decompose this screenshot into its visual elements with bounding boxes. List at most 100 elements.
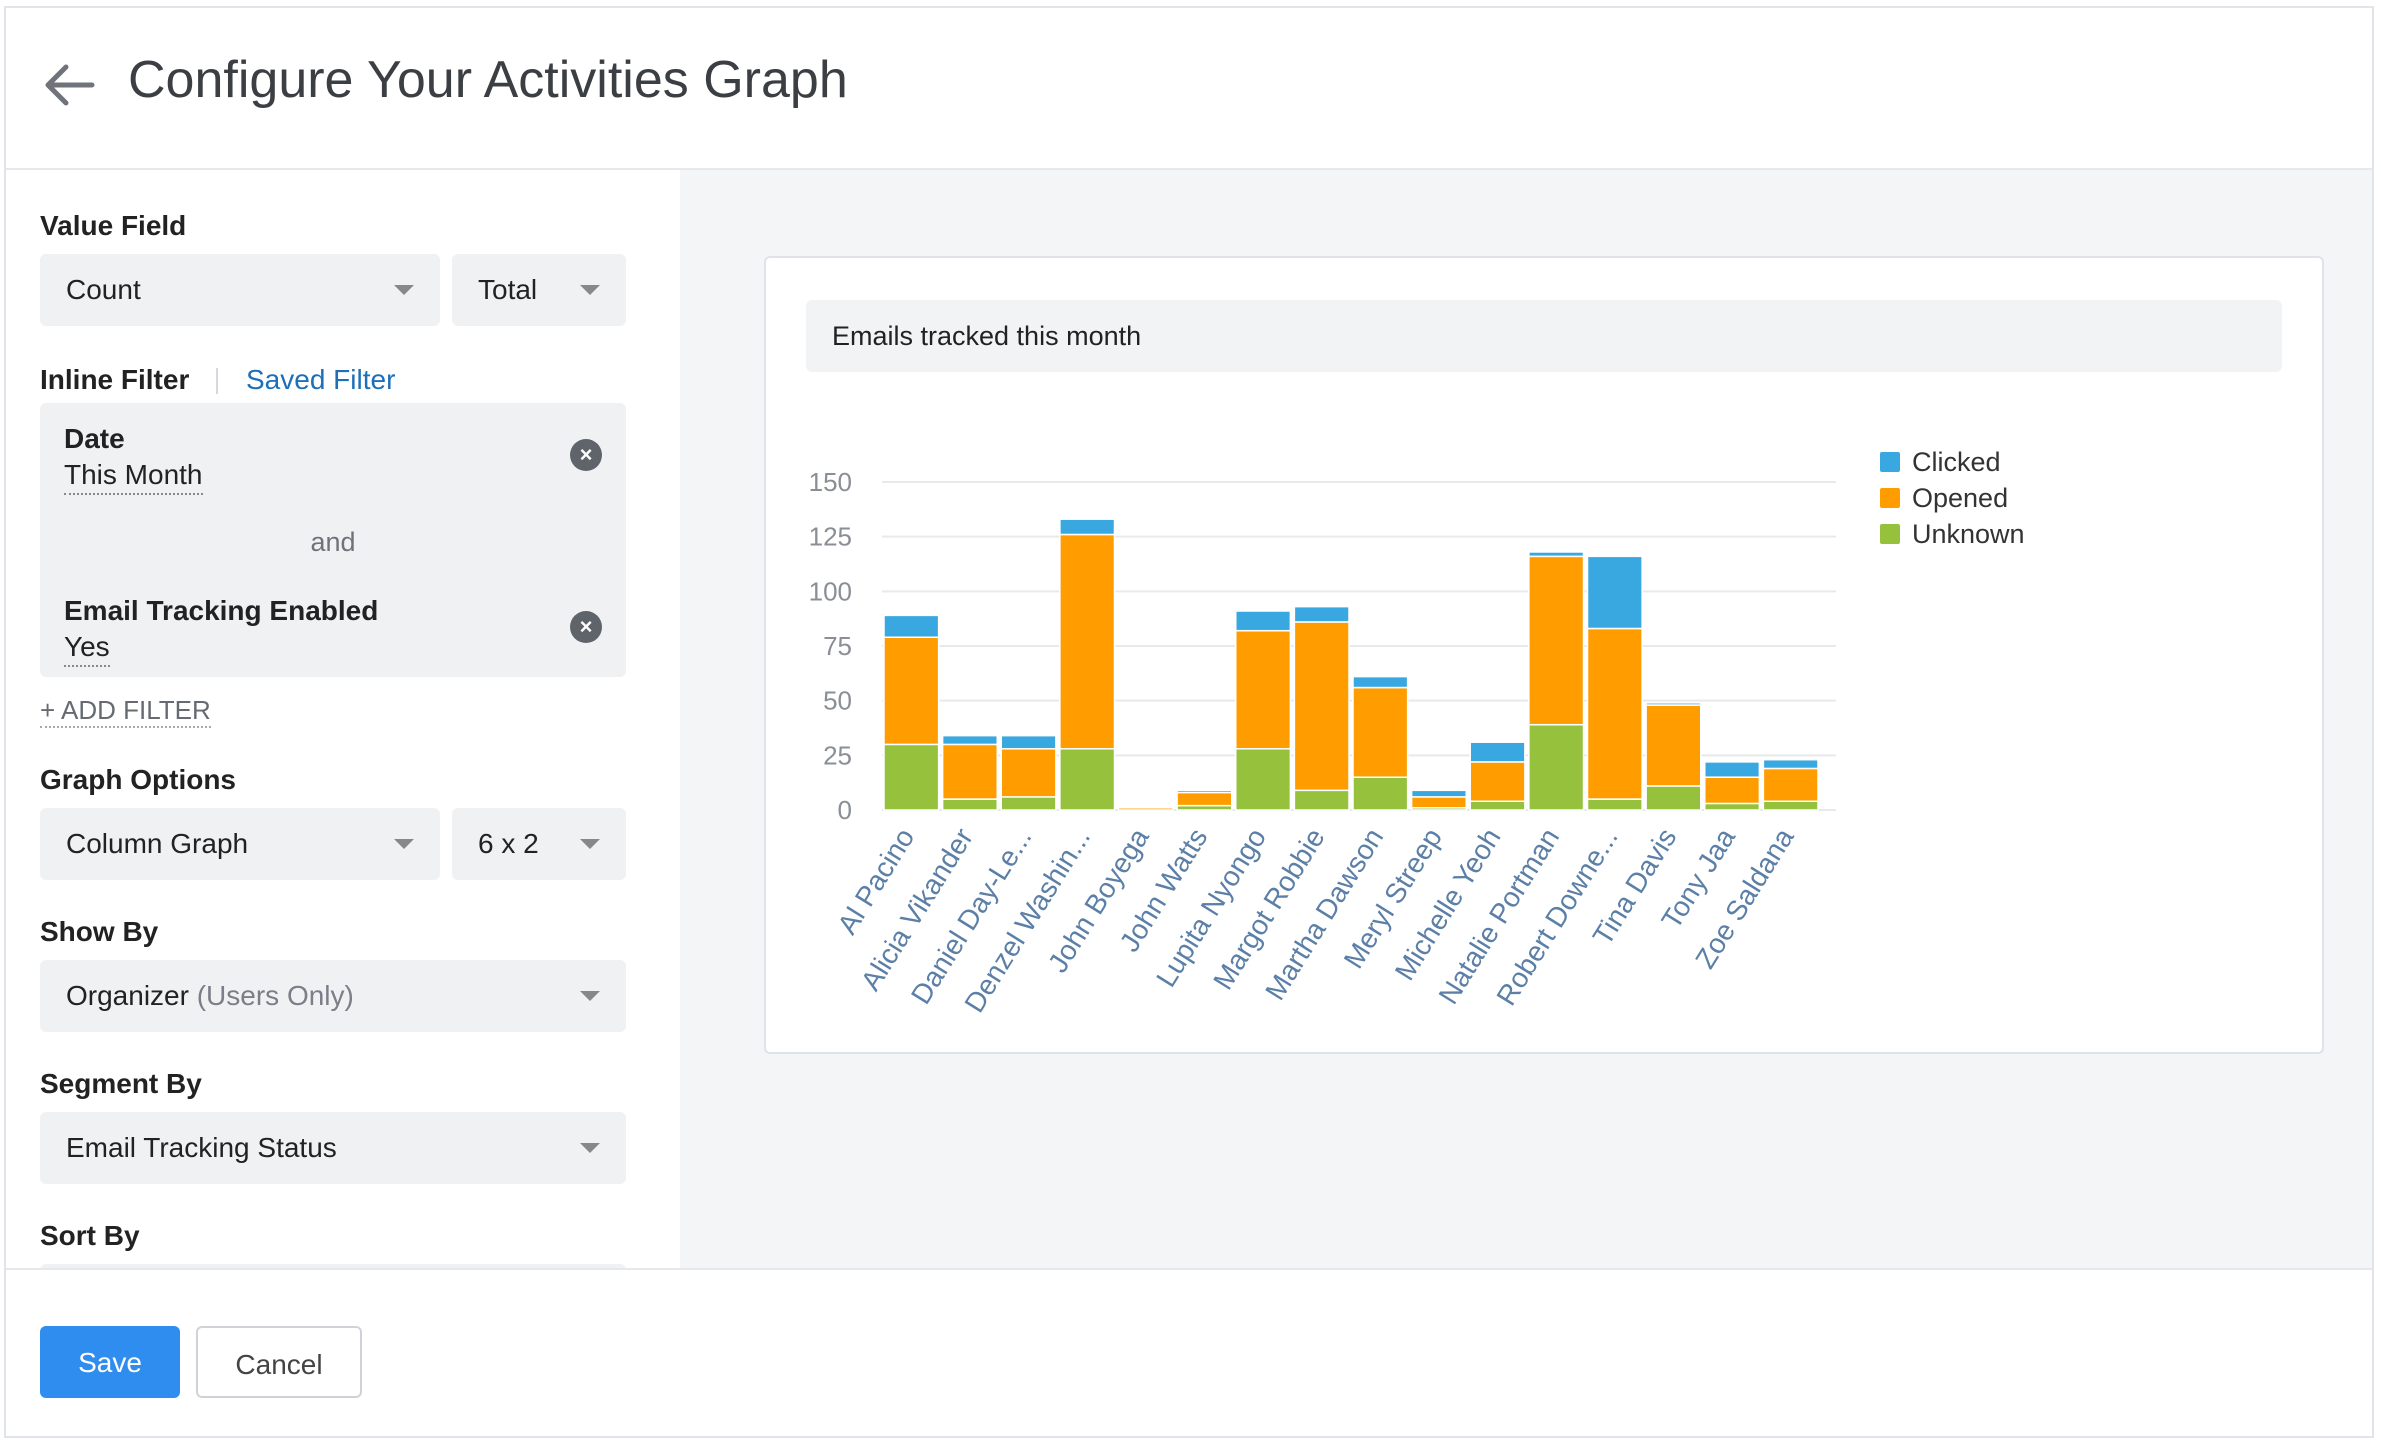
bar-segment [1176,791,1233,807]
chevron-down-icon [394,839,414,849]
filter-email-tracking-name: Email Tracking Enabled [64,595,379,626]
bar-segment [1586,798,1643,811]
bar-segment [1059,518,1116,536]
bar-segment [1235,629,1292,750]
chevron-down-icon [580,285,600,295]
show-by-label: Show By [40,916,159,947]
bar-segment [1645,704,1702,787]
bar-segment [1293,621,1350,792]
graph-options-label: Graph Options [40,764,236,795]
legend-swatch [1880,524,1900,544]
show-by-select[interactable]: Organizer (Users Only) [40,960,626,1032]
legend-swatch [1880,452,1900,472]
bar-segment [941,743,998,800]
filter-date-name: Date [64,423,125,454]
bar-segment [1762,758,1819,770]
saved-filter-tab[interactable]: Saved Filter [246,364,396,395]
options-sidebar: Value Field Count Total Inline Filter Sa… [6,170,680,1272]
add-filter-link[interactable]: + ADD FILTER [40,695,211,728]
bar-segment [1293,605,1350,623]
bar-segment [1352,686,1409,778]
bar-segment [1410,789,1467,798]
bar-segment [1235,610,1292,632]
chevron-down-icon [580,1143,600,1153]
cancel-button[interactable]: Cancel [196,1326,362,1398]
bar-segment [1762,800,1819,811]
show-by-qualifier: (Users Only) [196,980,354,1011]
tab-divider [216,368,218,394]
inline-filter-tab[interactable]: Inline Filter [40,364,190,395]
legend-label: Opened [1912,483,2008,513]
value-field-label: Value Field [40,210,187,241]
bar-segment [1645,785,1702,811]
bar-segment [1762,767,1819,803]
bar-segment [1586,555,1643,630]
chart-title: Emails tracked this month [806,300,2282,372]
y-tick-label: 150 [809,467,852,497]
segment-by-label: Segment By [40,1068,202,1099]
graph-type-value: Column Graph [66,828,249,859]
bar-segment [1352,675,1409,689]
filter-joiner: and [310,527,356,557]
chart-card: Emails tracked this month 0 25 50 75 100 125 1… [764,256,2324,1054]
bar-segment [1117,807,1174,811]
filter-email-tracking-value[interactable]: Yes [64,631,110,667]
chevron-down-icon [580,991,600,1001]
bar-segment [1469,800,1526,811]
bar-segment [883,636,940,746]
filter-list: Date This Month × and Email Tracking Ena… [40,403,626,677]
bar-segment [1059,748,1116,811]
bar-segment [1704,761,1761,778]
bar-segment [883,743,940,811]
bar-segment [1059,533,1116,750]
sort-by-label: Sort By [40,1220,140,1251]
aggregate-value: Total [478,274,538,305]
bar-segment [1000,748,1057,798]
page-title: Configure Your Activities Graph [128,51,848,109]
bar-segment [1410,796,1467,809]
legend-swatch [1880,488,1900,508]
graph-type-select[interactable]: Column Graph [40,808,440,880]
bar-segment [1704,776,1761,805]
y-tick-label: 75 [823,631,852,661]
bar-segment [1293,789,1350,811]
footer: Save Cancel [6,1268,2372,1436]
y-tick-label: 100 [809,576,852,606]
bar-segment [1586,627,1643,800]
bar-segment [1704,802,1761,811]
bar-segment [941,798,998,811]
header: Configure Your Activities Graph [6,8,2372,170]
save-button[interactable]: Save [40,1326,180,1398]
filter-date-value[interactable]: This Month [64,459,203,495]
bar-segment [1528,723,1585,811]
bar-segment [1469,761,1526,803]
bar-segment [1528,555,1585,726]
bar-segment [883,614,940,639]
configure-graph-dialog: Configure Your Activities Graph Value Fi… [4,6,2374,1438]
legend-label: Clicked [1912,447,2001,477]
chevron-down-icon [580,839,600,849]
legend-label: Unknown [1912,519,2025,549]
segment-by-value: Email Tracking Status [66,1132,337,1163]
bar-segment [1000,796,1057,811]
y-tick-label: 125 [809,522,852,552]
y-tick-label: 25 [823,740,852,770]
y-tick-label: 0 [838,795,852,825]
segment-by-select[interactable]: Email Tracking Status [40,1112,626,1184]
graph-size-select[interactable]: 6 x 2 [452,808,626,880]
aggregate-select[interactable]: Total [452,254,626,326]
remove-filter-icon[interactable]: × [570,611,602,643]
preview-area: Emails tracked this month 0 25 50 75 100 125 1… [680,170,2372,1272]
bar-segment [1469,741,1526,763]
bar-segment [941,734,998,746]
bar-segment [1645,702,1702,706]
bar-segment [1000,734,1057,750]
show-by-value: Organizer [66,980,189,1011]
graph-size-value: 6 x 2 [478,828,539,859]
bar-segment [1528,551,1585,558]
bar-segment [1352,776,1409,811]
value-field-select[interactable]: Count [40,254,440,326]
remove-filter-icon[interactable]: × [570,439,602,471]
back-arrow-icon[interactable] [40,60,96,110]
